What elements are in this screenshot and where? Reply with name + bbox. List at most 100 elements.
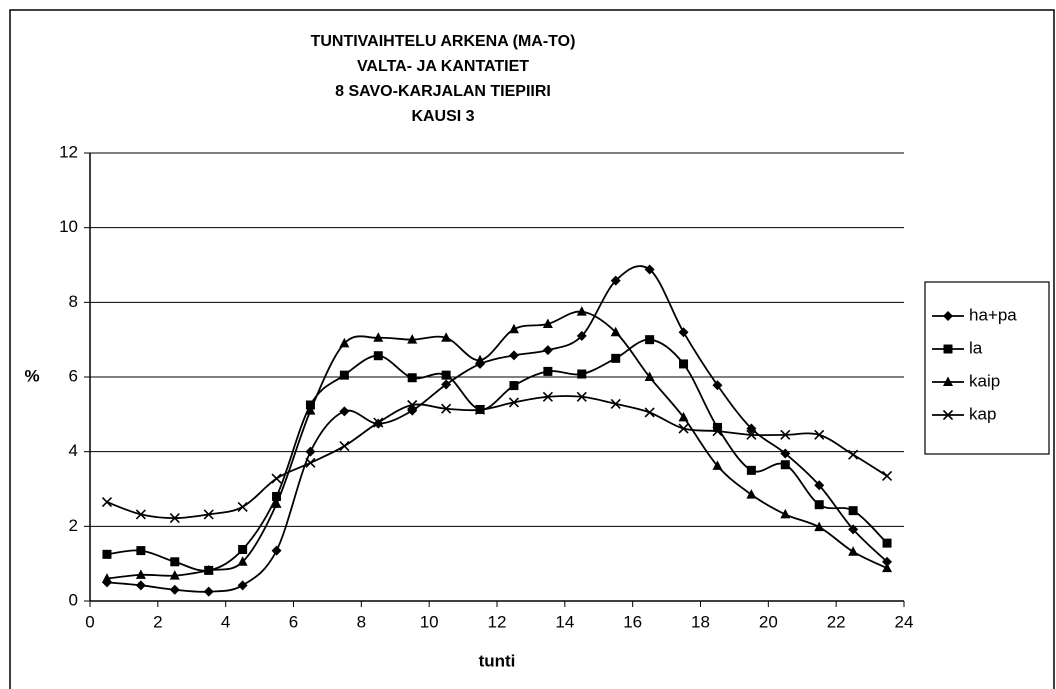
marker [542, 391, 553, 402]
marker [780, 508, 791, 519]
marker [237, 501, 248, 512]
y-tick-label: 12 [59, 142, 78, 161]
x-tick-label: 20 [759, 612, 778, 631]
marker [238, 544, 248, 554]
marker [746, 489, 757, 499]
x-tick-label: 0 [85, 612, 94, 631]
x-tick-label: 12 [488, 612, 507, 631]
x-tick-label: 22 [827, 612, 846, 631]
marker [814, 500, 824, 510]
marker [848, 449, 859, 460]
marker [611, 353, 621, 363]
marker [678, 327, 689, 338]
marker [848, 506, 858, 516]
marker [645, 335, 655, 345]
marker [746, 429, 757, 440]
x-tick-label: 8 [357, 612, 366, 631]
legend [924, 281, 1050, 455]
marker [882, 556, 893, 567]
marker [101, 497, 113, 508]
marker [882, 538, 892, 548]
marker [305, 446, 316, 457]
marker [542, 345, 553, 356]
marker [942, 409, 954, 421]
marker [339, 441, 350, 452]
marker [135, 509, 146, 520]
marker [644, 371, 655, 381]
marker [780, 460, 790, 470]
marker [339, 370, 349, 380]
marker [305, 400, 315, 410]
x-tick-label: 10 [420, 612, 439, 631]
marker [543, 366, 553, 376]
marker [305, 405, 316, 415]
marker [814, 521, 825, 532]
marker [271, 473, 282, 484]
marker [508, 323, 519, 334]
y-tick-label: 4 [69, 441, 78, 460]
marker [746, 423, 757, 434]
marker [848, 546, 859, 556]
marker [169, 584, 180, 595]
marker [272, 491, 282, 501]
marker [203, 586, 214, 597]
marker [712, 380, 723, 391]
x-tick-label: 14 [555, 612, 574, 631]
marker [102, 549, 112, 559]
marker [170, 557, 180, 567]
marker [712, 460, 723, 470]
marker [373, 351, 383, 361]
x-axis-label: tunti [479, 651, 516, 670]
y-tick-label: 0 [69, 590, 78, 609]
marker [644, 407, 655, 418]
marker [644, 264, 655, 275]
x-tick-label: 4 [221, 612, 230, 631]
marker [780, 448, 791, 459]
marker [610, 398, 621, 409]
chart-title: KAUSI 3 [411, 108, 474, 125]
chart-title: 8 SAVO-KARJALAN TIEPIIRI [335, 83, 551, 100]
marker [441, 370, 451, 380]
marker [271, 498, 282, 508]
series-line [106, 395, 888, 520]
marker [373, 417, 384, 428]
y-tick-label: 8 [69, 292, 78, 311]
marker [305, 457, 316, 468]
x-tick-label: 2 [153, 612, 162, 631]
marker [881, 470, 893, 481]
x-tick-label: 18 [691, 612, 710, 631]
y-tick-label: 10 [59, 217, 78, 236]
marker [814, 429, 825, 440]
marker [237, 580, 248, 591]
marker [271, 545, 282, 556]
marker [576, 306, 587, 316]
marker [814, 480, 825, 491]
marker [576, 391, 587, 402]
marker [746, 465, 756, 475]
marker [542, 318, 553, 328]
marker [237, 556, 248, 566]
marker [712, 426, 723, 437]
chart-title: TUNTIVAIHTELU ARKENA (MA-TO) [311, 33, 576, 50]
marker [203, 509, 214, 520]
marker [339, 337, 350, 348]
marker [848, 524, 859, 535]
marker [407, 399, 418, 411]
marker [678, 423, 689, 434]
chart-frame [9, 9, 1055, 689]
y-tick-label: 6 [69, 366, 78, 385]
legend-label: ha+pa [969, 305, 1017, 324]
y-axis-label: % [24, 366, 39, 385]
marker [712, 422, 722, 432]
marker [407, 373, 417, 383]
legend-label: kaip [969, 371, 1000, 390]
marker [610, 326, 621, 337]
marker [943, 311, 953, 321]
marker [135, 580, 146, 591]
marker [576, 330, 587, 341]
x-tick-label: 24 [895, 612, 914, 631]
marker [610, 275, 621, 286]
x-tick-label: 6 [289, 612, 298, 631]
marker [943, 344, 953, 354]
